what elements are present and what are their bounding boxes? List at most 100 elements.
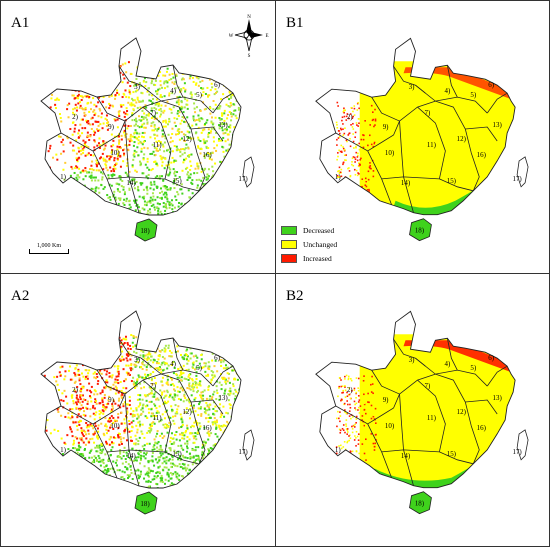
compass-e: E [265, 34, 268, 39]
region-label: 7) [425, 382, 431, 390]
region-label: 15) [447, 177, 457, 185]
region-label: 1) [60, 446, 67, 454]
region-label: 18) [415, 227, 425, 235]
region-label: 4) [444, 87, 450, 95]
province-border [92, 393, 126, 425]
region-label: 18) [140, 500, 150, 508]
region-label: 18) [415, 500, 425, 508]
region-label: 7) [150, 109, 157, 117]
province-border [335, 405, 392, 478]
region-label: 13) [218, 121, 228, 129]
region-label: 13) [218, 394, 228, 402]
province-border [486, 365, 508, 387]
region-label: 10) [385, 149, 395, 157]
province-border [140, 84, 152, 94]
province-border [60, 405, 118, 479]
region-label: 13) [493, 394, 503, 402]
region-label: 12) [182, 408, 192, 416]
region-label: 3) [409, 83, 415, 91]
province-border [160, 100, 198, 154]
province-border [140, 357, 152, 367]
province-border [381, 176, 440, 180]
province-border [415, 84, 426, 94]
island-taiwan [516, 429, 529, 461]
province-border [142, 379, 172, 453]
region-label: 4) [170, 87, 177, 95]
region-label: 17) [238, 448, 248, 456]
legend-swatch-unchanged [281, 239, 297, 249]
region-label: 5) [470, 91, 476, 99]
province-border [417, 106, 446, 179]
province-border [212, 365, 234, 387]
province-border [470, 425, 480, 464]
compass-w: W [229, 34, 234, 39]
region-label: 3) [409, 356, 415, 364]
region-label: 5) [196, 364, 203, 372]
panel-label-b1: B1 [286, 15, 304, 31]
region-label: 12) [457, 408, 467, 416]
province-border [393, 66, 488, 114]
region-label: 6) [488, 81, 494, 89]
province-border [335, 132, 392, 205]
province-border [142, 106, 172, 180]
region-label: 7) [150, 382, 157, 390]
panel-label-b2: B2 [286, 288, 304, 304]
region-label: 11) [152, 141, 162, 149]
study-area-outline [40, 310, 242, 489]
legend-item-unchanged: Unchanged [281, 237, 337, 251]
province-border [106, 449, 166, 453]
legend-item-increased: Increased [281, 251, 337, 265]
region-label: 4) [170, 360, 177, 368]
region-label: 7) [425, 109, 431, 117]
region-label: 16) [202, 424, 212, 432]
region-label: 12) [457, 135, 467, 143]
region-label: 6) [488, 354, 494, 362]
scale-bar-label: 1,000 Km [37, 243, 61, 249]
province-border [106, 176, 166, 180]
province-border [60, 132, 118, 206]
province-border [381, 449, 440, 453]
panel-label-a1: A1 [11, 15, 30, 31]
map-b1: 1) 2) 3) 4) 5) 6) 7) 9) 10) 11) 12) 13) 14) 15) 16) 17)… [315, 37, 529, 242]
scale-bar: 1,000 Km [29, 243, 69, 254]
region-label: 15) [172, 177, 182, 185]
province-border [212, 92, 234, 114]
island-hainan [409, 491, 432, 515]
province-border [417, 379, 446, 452]
region-label: 2) [72, 386, 79, 394]
province-border [446, 338, 458, 371]
region-label: 15) [172, 450, 182, 458]
province-border [172, 337, 184, 371]
region-label: 16) [477, 151, 487, 159]
province-border [196, 425, 206, 465]
province-border [470, 152, 480, 191]
region-label: 17) [512, 175, 522, 183]
region-label: 11) [427, 414, 437, 422]
legend-item-decreased: Decreased [281, 223, 337, 237]
region-label: 10) [385, 422, 395, 430]
region-label: 14) [126, 452, 136, 460]
region-label: 5) [470, 364, 476, 372]
province-border [415, 357, 426, 367]
region-label: 3) [134, 83, 141, 91]
province-border [486, 92, 508, 114]
region-label: 9) [383, 396, 389, 404]
study-area-outline [40, 37, 242, 216]
province-border [172, 64, 184, 98]
region-label: 2) [347, 386, 353, 394]
region-label: 14) [126, 179, 136, 187]
province-border [439, 451, 474, 465]
region-label: 2) [347, 113, 353, 121]
region-label: 10) [110, 422, 120, 430]
region-label: 5) [196, 91, 203, 99]
region-label: 9) [108, 123, 115, 131]
island-hainan [134, 491, 158, 515]
region-label: 17) [238, 175, 248, 183]
north-arrow-icon: N S E W [229, 13, 269, 59]
province-border [190, 399, 224, 415]
map-a2: 1) 2) 3) 4) 5) 6) 7) 9) 10) 11) 12) 13) 14) 15) 16) 17)… [40, 310, 255, 515]
region-label: 14) [401, 452, 411, 460]
panel-a2: 1) 2) 3) 4) 5) 6) 7) 9) 10) 11) 12) 13) 14) 15) 16) 17)… [1, 274, 275, 546]
region-label: 11) [427, 141, 437, 149]
province-border [164, 178, 200, 192]
